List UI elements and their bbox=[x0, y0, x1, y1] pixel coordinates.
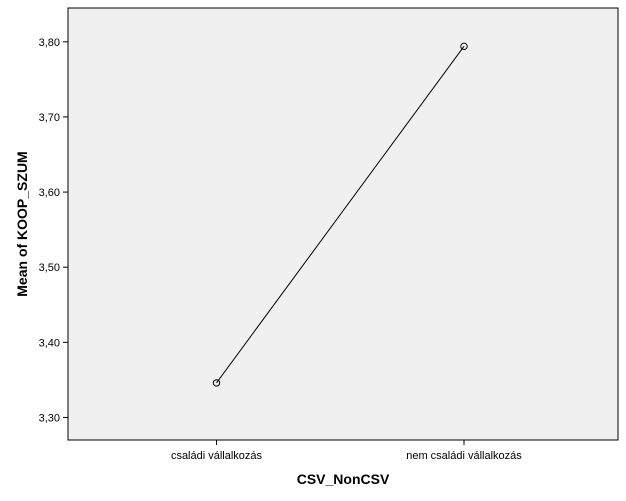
series-line bbox=[216, 46, 465, 384]
y-tick-label: 3,80 bbox=[39, 37, 60, 49]
y-tick-label: 3,40 bbox=[39, 337, 60, 349]
y-tick-label: 3,50 bbox=[39, 262, 60, 274]
y-tick-label: 3,70 bbox=[39, 112, 60, 124]
y-tick-label: 3,60 bbox=[39, 187, 60, 199]
plot-area bbox=[67, 7, 619, 441]
y-axis-ticks: 3,30 3,40 3,50 3,60 3,70 3,80 bbox=[39, 37, 68, 424]
series-layer bbox=[212, 42, 468, 387]
data-point bbox=[460, 42, 468, 51]
x-axis-ticks: családi vállalkozás nem családi vállalkoz… bbox=[171, 440, 522, 462]
x-tick-label: családi vállalkozás bbox=[171, 450, 263, 462]
y-tick-label: 3,30 bbox=[39, 412, 60, 424]
x-axis-title: CSV_NonCSV bbox=[297, 471, 390, 487]
x-tick-label: nem családi vállalkozás bbox=[406, 450, 522, 462]
data-point bbox=[212, 379, 221, 387]
y-axis-title: Mean of KOOP_SZUM bbox=[14, 151, 30, 296]
